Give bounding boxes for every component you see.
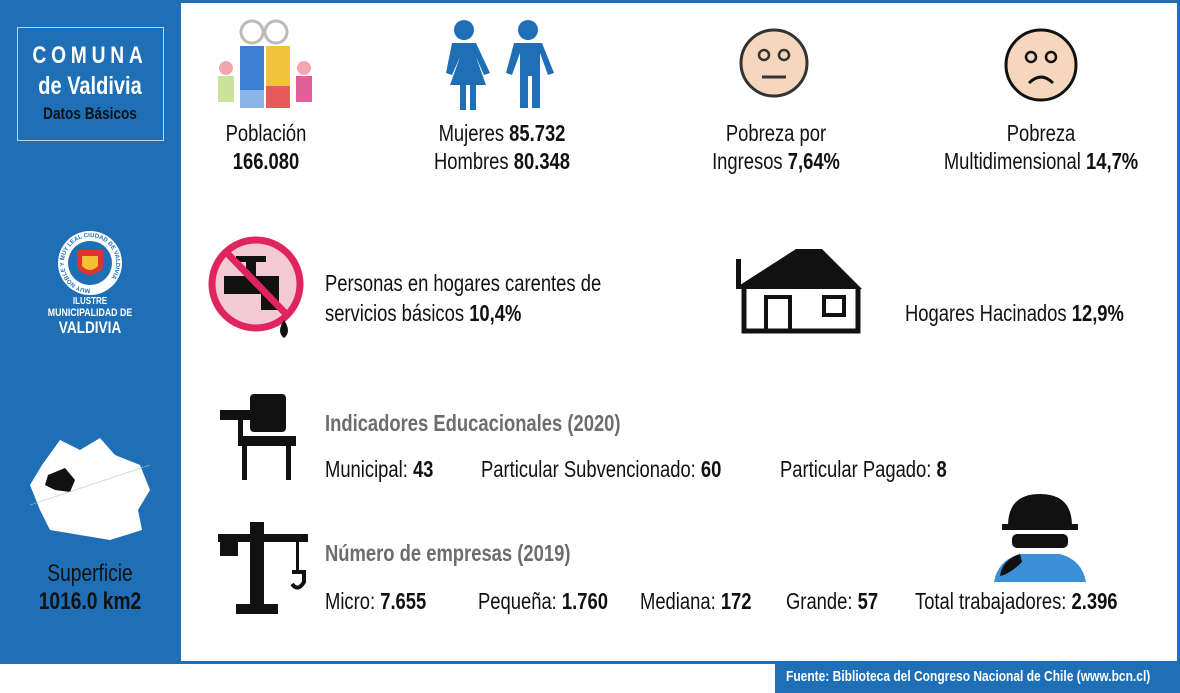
item-value: 172 bbox=[720, 588, 752, 614]
company-item: Pequeña: 1.760 bbox=[478, 588, 608, 615]
map bbox=[29, 438, 151, 540]
income-poverty-label: Pobreza por bbox=[725, 120, 827, 146]
population-label: Población bbox=[225, 120, 307, 146]
companies-title: Número de empresas (2019) bbox=[325, 540, 571, 566]
item-value: 60 bbox=[700, 456, 722, 482]
women-label: Mujeres bbox=[438, 120, 505, 146]
logo-line: ILUSTRE bbox=[72, 296, 108, 307]
income-poverty: Ingresos 7,64% bbox=[656, 148, 896, 175]
item-label: Pequeña: bbox=[478, 588, 557, 614]
item-label: Particular Subvencionado: bbox=[481, 456, 696, 482]
logo-line: MUNICIPALIDAD DE bbox=[47, 307, 133, 319]
item-label: Municipal: bbox=[325, 456, 408, 482]
logo-line: VALDIVIA bbox=[58, 318, 122, 337]
education-item: Particular Pagado: 8 bbox=[780, 456, 947, 483]
services-line: Personas en hogares carentes de bbox=[325, 270, 602, 296]
women-value: 85.732 bbox=[509, 120, 566, 146]
item-label: Particular Pagado: bbox=[780, 456, 932, 482]
item-label: Micro: bbox=[325, 588, 376, 614]
education-item: Particular Subvencionado: 60 bbox=[481, 456, 721, 483]
item-label: Grande: bbox=[786, 588, 853, 614]
item-value: 1.760 bbox=[561, 588, 608, 614]
crowding-label: Hogares Hacinados bbox=[905, 300, 1067, 326]
logo: MUY NOBLE Y MUY LEAL CIUDAD DE VALDIVIA bbox=[58, 231, 122, 295]
company-item: Total trabajadores: 2.396 bbox=[915, 588, 1118, 615]
item-value: 57 bbox=[857, 588, 879, 614]
desk-icon bbox=[220, 394, 296, 480]
title-box bbox=[17, 27, 164, 141]
company-item: Micro: 7.655 bbox=[325, 588, 426, 615]
income-poverty-value: 7,64% bbox=[787, 148, 840, 174]
item-value: 43 bbox=[412, 456, 434, 482]
item-value: 8 bbox=[936, 456, 947, 482]
house-icon bbox=[736, 249, 862, 334]
item-value: 2.396 bbox=[1071, 588, 1118, 614]
education-title: Indicadores Educacionales (2020) bbox=[325, 410, 621, 436]
surface-value: 1016.0 km2 bbox=[38, 588, 142, 615]
sidebar bbox=[0, 0, 181, 664]
population-value: 166.080 bbox=[232, 148, 300, 174]
multi-poverty-label: Pobreza bbox=[1006, 120, 1076, 146]
item-value: 7.655 bbox=[380, 588, 427, 614]
multi-poverty: Multidimensional 14,7% bbox=[921, 148, 1161, 175]
services-value: 10,4% bbox=[469, 300, 522, 326]
income-poverty-label: Ingresos bbox=[712, 148, 783, 174]
item-label: Total trabajadores: bbox=[915, 588, 1067, 614]
gender-icon bbox=[446, 20, 554, 110]
footer-bar bbox=[775, 662, 1180, 693]
services: servicios básicos 10,4% bbox=[325, 300, 521, 327]
footer-source: Fuente: Biblioteca del Congreso Nacional… bbox=[786, 668, 1151, 685]
item-label: Mediana: bbox=[640, 588, 716, 614]
multi-poverty-value: 14,7% bbox=[1085, 148, 1139, 174]
services-label: servicios básicos bbox=[325, 300, 465, 326]
men-label: Hombres bbox=[433, 148, 509, 174]
crowding: Hogares Hacinados 12,9% bbox=[905, 300, 1124, 327]
sidebar-subtitle: de Valdivia bbox=[38, 72, 142, 100]
men-value: 80.348 bbox=[513, 148, 571, 174]
worker-icon bbox=[994, 494, 1086, 582]
men: Hombres 80.348 bbox=[382, 148, 622, 175]
company-item: Mediana: 172 bbox=[640, 588, 752, 615]
surface-label: Superficie bbox=[47, 560, 133, 587]
crane-icon bbox=[218, 522, 308, 614]
crowding-value: 12,9% bbox=[1071, 300, 1124, 326]
no-water-icon bbox=[208, 236, 304, 338]
face-icon bbox=[739, 28, 809, 98]
sidebar-title: COMUNA bbox=[32, 42, 148, 69]
sad-face-icon bbox=[1004, 28, 1078, 102]
women: Mujeres 85.732 bbox=[382, 120, 622, 147]
multi-poverty-label: Multidimensional bbox=[943, 148, 1081, 174]
sidebar-tag: Datos Básicos bbox=[43, 104, 137, 123]
company-item: Grande: 57 bbox=[786, 588, 878, 615]
family-icon bbox=[218, 19, 312, 108]
education-item: Municipal: 43 bbox=[325, 456, 433, 483]
